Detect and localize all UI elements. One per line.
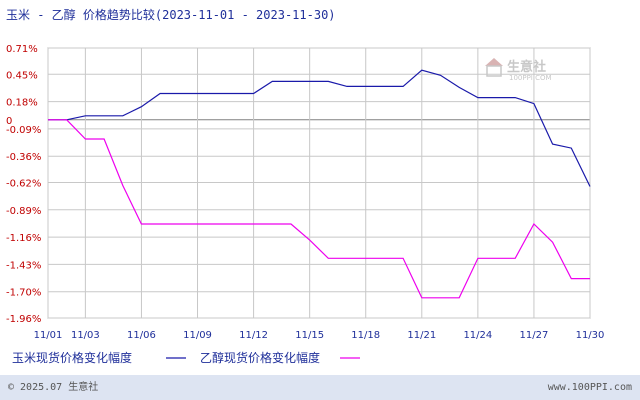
chart-title: 玉米 - 乙醇 价格趋势比较(2023-11-01 - 2023-11-30) (6, 7, 336, 22)
legend-label-1: 玉米现货价格变化幅度 (12, 350, 132, 365)
house-roof-icon (485, 58, 503, 66)
series-line-2 (48, 119, 590, 299)
plot-frame (47, 47, 591, 319)
x-tick-label: 11/30 (576, 330, 605, 341)
y-tick-label: 0 (6, 116, 12, 127)
y-tick-label: 0.18% (6, 98, 38, 109)
y-tick-label: -0.36% (6, 152, 41, 163)
watermark-logo: 生意社 100PPI.COM (485, 58, 552, 82)
watermark-brand: 生意社 (507, 59, 546, 75)
x-tick-label: 11/24 (463, 330, 492, 341)
y-tick-label: -0.89% (6, 206, 41, 217)
y-tick-label: -0.09% (6, 125, 41, 136)
y-tick-label: -1.96% (6, 314, 41, 325)
y-tick-label: -1.16% (6, 233, 41, 244)
footer-copyright: © 2025.07 生意社 (8, 380, 98, 393)
y-tick-label: 0.71% (6, 44, 38, 55)
series-line-1 (48, 69, 591, 187)
y-tick-label: 0.45% (6, 70, 38, 81)
footer-band (0, 375, 640, 400)
x-tick-label: 11/06 (127, 330, 156, 341)
x-tick-label: 11/21 (407, 330, 436, 341)
x-tick-label: 11/09 (183, 330, 212, 341)
watermark-url: 100PPI.COM (509, 74, 552, 82)
legend: 玉米现货价格变化幅度 乙醇现货价格变化幅度 (12, 350, 360, 365)
x-tick-label: 11/27 (520, 330, 549, 341)
x-tick-label: 11/01 (34, 330, 63, 341)
y-tick-label: -0.62% (6, 178, 41, 189)
grid (47, 47, 591, 319)
x-tick-label: 11/15 (295, 330, 324, 341)
y-tick-label: -1.70% (6, 288, 41, 299)
legend-label-2: 乙醇现货价格变化幅度 (200, 350, 320, 365)
axes: 0.71% 0.45% 0.18% 0-0.09% -0.36% -0.62% -0.89%… (6, 44, 604, 341)
x-tick-label: 11/12 (239, 330, 268, 341)
y-tick-label: -1.43% (6, 260, 41, 271)
x-tick-label: 11/03 (71, 330, 100, 341)
series-lines (48, 69, 591, 299)
x-tick-label: 11/18 (351, 330, 380, 341)
footer-link[interactable]: www.100PPI.com (548, 382, 632, 393)
house-body-icon (486, 65, 502, 77)
